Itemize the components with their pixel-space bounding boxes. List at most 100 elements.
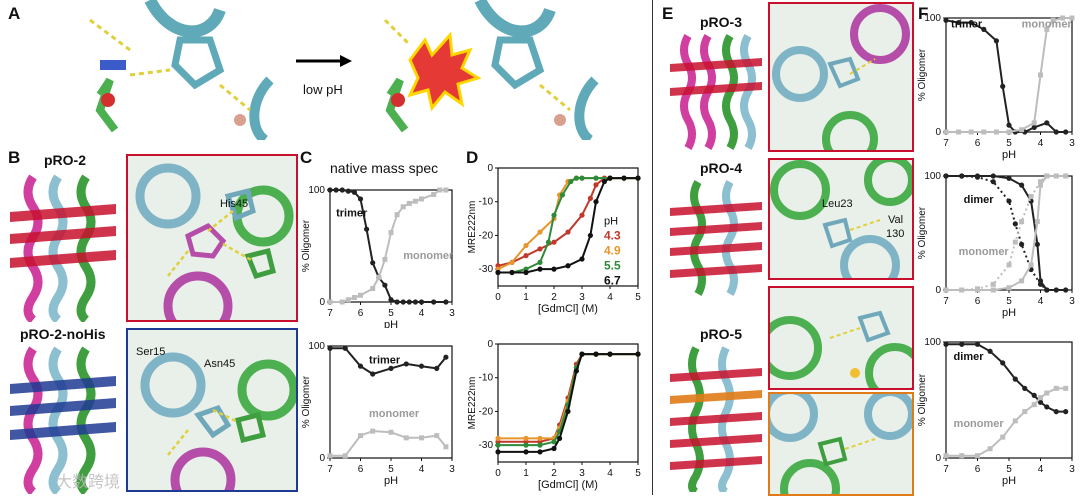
x-axis-label: pH (1002, 149, 1016, 161)
chart-f2: 7 6 5 4 3 0 100 pH % Oligomer dimer monomer (917, 171, 1075, 319)
data-point (358, 433, 363, 439)
chart-c-title: native mass spec (330, 160, 439, 176)
x-tick-label: 0 (495, 292, 501, 303)
x-tick-label: 5 (1006, 464, 1012, 475)
data-point (1063, 129, 1069, 135)
x-tick-label: 6 (358, 464, 364, 475)
x-tick-label: 7 (327, 308, 333, 319)
data-point (607, 175, 613, 181)
data-point (579, 175, 585, 181)
data-point (981, 129, 987, 135)
y-tick-label: 100 (924, 337, 941, 348)
data-point (443, 299, 449, 305)
data-point (495, 435, 501, 441)
data-point (593, 182, 599, 188)
data-point (975, 453, 980, 459)
y-tick-label: 0 (487, 339, 493, 350)
data-point (406, 200, 412, 206)
data-point (959, 453, 965, 459)
data-point (351, 295, 357, 301)
data-point (394, 212, 400, 218)
data-point (1022, 409, 1028, 415)
data-point (1038, 395, 1043, 401)
panel-label-f: F (918, 4, 929, 23)
his45-label: His45 (220, 198, 249, 210)
x-tick-label: 3 (1069, 138, 1075, 149)
structure-neutral-his (89, 0, 274, 140)
data-point (1031, 392, 1037, 398)
data-point (1031, 402, 1037, 408)
data-point (1006, 198, 1012, 204)
x-tick-label: 3 (579, 292, 585, 303)
y-axis-label: MRE222nm (467, 377, 478, 430)
data-point (557, 435, 563, 441)
data-point (1019, 241, 1025, 247)
data-point (339, 299, 345, 305)
x-tick-label: 5 (635, 292, 641, 303)
data-point (434, 433, 440, 439)
y-tick-label: 0 (935, 453, 941, 464)
data-point (1034, 241, 1040, 247)
data-point (551, 239, 557, 245)
data-point (1050, 17, 1056, 23)
pro3-bundle (668, 32, 764, 152)
data-point (1028, 262, 1034, 268)
data-point (635, 351, 641, 357)
plot-frame (497, 167, 639, 287)
legend-title: pH (604, 216, 618, 228)
series-label: monomer (403, 250, 454, 262)
data-point (357, 363, 364, 369)
y-tick-label: -10 (479, 197, 494, 208)
chart-c2: 7 6 5 4 3 0 100 pH % Oligomer trimer monomer (301, 341, 455, 487)
data-point (1069, 15, 1075, 21)
data-point (400, 299, 406, 305)
data-point (1000, 83, 1006, 89)
chart-f1: 7 6 5 4 3 0 100 pH % Oligomer trimer monomer (917, 13, 1075, 161)
x-tick-label: 2 (551, 468, 557, 479)
data-point (1038, 182, 1043, 188)
data-point (1037, 281, 1044, 287)
pro2-nohis-network (140, 352, 296, 490)
data-point (1037, 399, 1044, 405)
pro4-bundle (668, 178, 764, 298)
y-tick-label: 0 (935, 285, 941, 296)
pro4-network (770, 160, 912, 278)
helix-bundle-pro3 (670, 34, 762, 150)
pro4-closeup: Leu23 Val 130 (768, 158, 914, 280)
x-tick-label: 3 (449, 308, 455, 319)
data-point (601, 178, 607, 185)
data-point (635, 175, 641, 181)
data-point (974, 174, 981, 180)
data-point (573, 368, 579, 374)
data-point (1053, 287, 1059, 293)
data-point (342, 453, 348, 459)
data-point (339, 187, 345, 193)
x-tick-label: 5 (1006, 138, 1012, 149)
data-point (959, 341, 965, 347)
data-point (419, 435, 424, 441)
data-point (357, 196, 364, 202)
y-tick-label: 100 (924, 13, 941, 24)
data-point (537, 449, 543, 455)
data-point (523, 435, 529, 441)
data-point (587, 195, 593, 201)
data-point (1044, 404, 1050, 410)
data-point (1060, 15, 1066, 21)
pro5-closeup-bottom (768, 392, 914, 496)
pro5-bundle (668, 344, 764, 496)
x-tick-label: 3 (579, 468, 585, 479)
data-point (975, 286, 980, 292)
series-label: trimer (336, 207, 368, 219)
data-point (495, 449, 501, 455)
data-point (333, 187, 339, 193)
x-tick-label: 4 (1038, 464, 1044, 475)
series-line (945, 19, 1066, 133)
data-point (559, 192, 565, 198)
legend-entry: 4.9 (604, 244, 621, 258)
data-point (1063, 385, 1069, 391)
low-ph-arrow (296, 54, 352, 67)
ser15-label: Ser15 (136, 346, 166, 358)
x-tick-label: 5 (635, 468, 641, 479)
data-point (370, 260, 376, 266)
data-point (1019, 182, 1025, 188)
